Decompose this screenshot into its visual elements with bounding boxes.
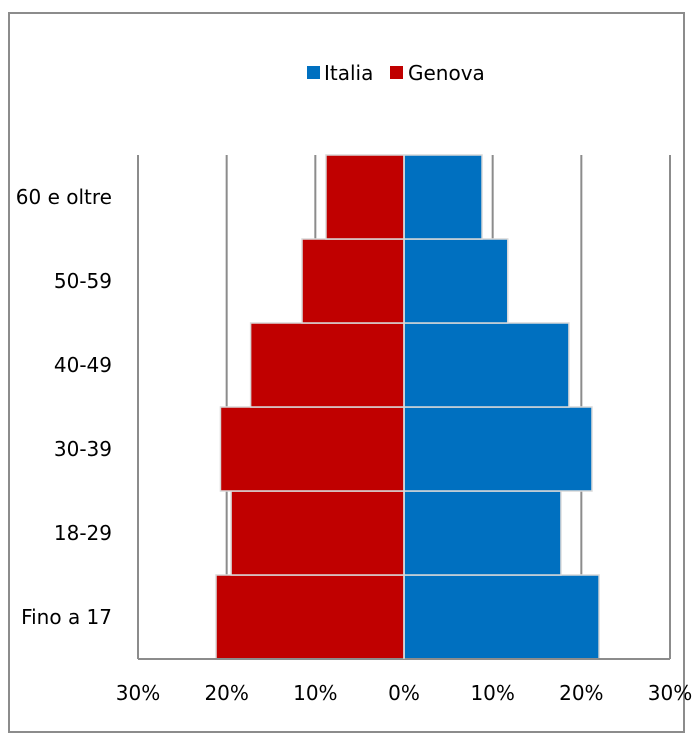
bar-italia-30-39 [403, 406, 593, 492]
bar-genova-30-39 [219, 406, 405, 492]
x-tick-label: 10% [470, 681, 514, 705]
x-tick-label: 10% [293, 681, 337, 705]
x-tick-label: 30% [648, 681, 692, 705]
bar-italia-fino-a-17 [403, 574, 600, 660]
x-tick-label: 0% [388, 681, 420, 705]
x-axis-labels: 30% 20% 10% 0% 10% 20% 30% [116, 681, 692, 705]
bar-italia-50-59 [403, 238, 509, 324]
legend-label-italia: Italia [324, 61, 373, 85]
y-tick-label: 40-49 [54, 353, 112, 377]
bar-genova-60-e-oltre [325, 154, 405, 240]
bar-italia-40-49 [403, 322, 570, 408]
legend: Italia Genova [307, 61, 485, 85]
bar-italia-18-29 [403, 490, 562, 576]
legend-swatch-genova [390, 66, 403, 79]
y-tick-label: 60 e oltre [16, 185, 112, 209]
y-tick-label: 18-29 [54, 521, 112, 545]
legend-label-genova: Genova [408, 61, 485, 85]
bar-genova-fino-a-17 [215, 574, 405, 660]
bar-italia-60-e-oltre [403, 154, 483, 240]
bars [215, 154, 600, 660]
bar-genova-50-59 [301, 238, 405, 324]
y-tick-label: Fino a 17 [21, 605, 112, 629]
y-tick-label: 50-59 [54, 269, 112, 293]
x-tick-label: 20% [204, 681, 248, 705]
axis [138, 155, 670, 660]
x-tick-label: 20% [559, 681, 603, 705]
x-tick-label: 30% [116, 681, 160, 705]
y-axis-labels: Fino a 17 18-29 30-39 40-49 50-59 60 e oltre [16, 185, 112, 629]
legend-swatch-italia [307, 66, 320, 79]
bar-genova-40-49 [249, 322, 405, 408]
bar-genova-18-29 [230, 490, 405, 576]
y-tick-label: 30-39 [54, 437, 112, 461]
